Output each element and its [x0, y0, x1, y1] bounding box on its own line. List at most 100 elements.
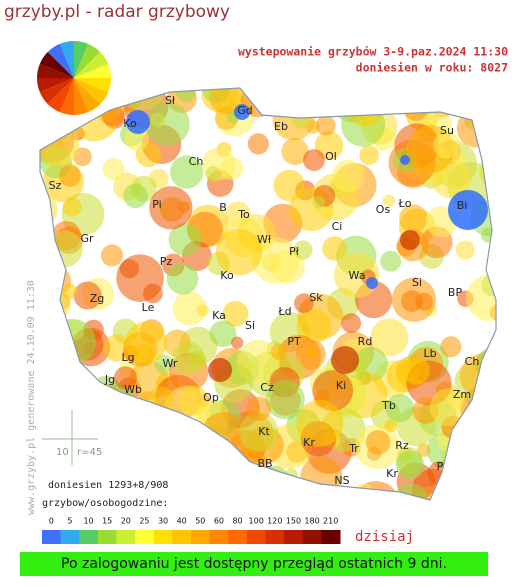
heat-blob [244, 476, 265, 498]
city-label: Rz [395, 439, 409, 452]
pie-slice [37, 78, 74, 93]
reports: doniesien 1293+8/908 [48, 480, 168, 491]
legend-tick: 180 [304, 517, 319, 526]
country-border [39, 87, 497, 501]
legend-swatch [172, 530, 192, 544]
legend-swatch [209, 530, 229, 544]
heat-blob [303, 149, 325, 171]
heat-blob [393, 483, 428, 500]
heat-blob [384, 419, 398, 433]
legend-tick: 30 [158, 517, 168, 526]
city-label: Op [203, 391, 219, 404]
legend-swatch [97, 530, 117, 544]
heat-blob [77, 462, 95, 480]
legend-swatch [135, 530, 155, 544]
heat-blob [105, 452, 134, 482]
heat-blob [401, 356, 430, 385]
city-label: Lg [121, 351, 134, 364]
heat-blob [40, 316, 63, 363]
legend-tick: 10 [83, 517, 93, 526]
city-label: Łd [277, 305, 291, 318]
pie-slice [74, 51, 109, 78]
city-label: Ki [336, 379, 346, 392]
city-label: PT [287, 335, 301, 348]
heat-blob [102, 157, 125, 180]
heat-blob [137, 412, 154, 429]
city-label: Pł [289, 245, 300, 258]
heat-blob [270, 343, 288, 360]
heat-blob [455, 438, 496, 486]
city-label: Zm [453, 388, 471, 401]
city-label: Wa [349, 269, 366, 282]
city-label: Si [412, 276, 422, 289]
heat-blob [366, 277, 378, 289]
generated-note: www.grzyby.pl generowane 24.10.09 11:30 [26, 280, 37, 515]
heat-blob [459, 432, 496, 477]
city-label: Ch [189, 155, 204, 168]
legend-tick: 25 [139, 517, 149, 526]
legend-swatch [228, 530, 248, 544]
city-label: Sł [165, 94, 176, 107]
heat-blob [40, 378, 64, 409]
heat-blob [103, 334, 131, 362]
heat-blob [395, 450, 425, 480]
city-label: Ka [212, 309, 226, 322]
heat-blob [222, 300, 249, 327]
city-label: Gr [80, 232, 94, 245]
footer-notice: Po zalogowaniu jest dostępny przegląd os… [61, 556, 447, 572]
heat-blob [399, 204, 428, 233]
heat-blob [246, 396, 272, 422]
heat-blob [40, 123, 80, 167]
city-label: Lb [423, 347, 436, 360]
legend-tick: 80 [232, 517, 242, 526]
heat-blob [399, 88, 445, 117]
unit: grzybow/osobogodzine: [42, 498, 168, 509]
heat-blob [154, 354, 174, 374]
heat-blob [331, 346, 359, 374]
legend-swatch [79, 530, 99, 544]
legend-swatch [60, 530, 80, 544]
heat-blob [176, 88, 196, 103]
city-label: B [219, 201, 227, 214]
page-title: grzyby.pl - radar grzybowy [4, 2, 230, 22]
legend-swatch [265, 530, 285, 544]
city-label: To [237, 208, 250, 221]
heat-blob [125, 321, 168, 364]
city-label: Kr [386, 467, 398, 480]
heat-blob [251, 495, 266, 500]
pie-slice [39, 78, 74, 105]
city-label: Ko [123, 117, 137, 130]
legend-tick: 210 [323, 517, 338, 526]
heat-blob [291, 109, 311, 129]
heat-blob [172, 342, 205, 375]
heat-blob [322, 236, 347, 261]
heat-blob [236, 484, 265, 500]
pie-slice [74, 43, 101, 78]
heat-blob [100, 244, 124, 267]
heat-blob [429, 388, 468, 427]
heat-blob [133, 410, 156, 433]
pie-slice [59, 78, 74, 115]
scale-label: 10 [56, 447, 69, 458]
heat-blob [196, 304, 210, 317]
heat-blob [123, 183, 148, 209]
city-label: Si [245, 319, 255, 332]
legend-swatch [302, 530, 322, 544]
city-label: P [437, 460, 444, 473]
heat-blob [170, 155, 204, 189]
city-label: Wr [163, 357, 178, 370]
heat-blob [420, 88, 453, 102]
footer-bar [20, 552, 488, 576]
pie-slice [74, 78, 101, 113]
heat-blob [172, 291, 207, 326]
heat-blob [246, 467, 291, 500]
heat-blob [448, 190, 488, 230]
heat-blob [143, 435, 161, 454]
heat-blob [129, 422, 156, 450]
heat-blob [312, 195, 325, 209]
city-label: Sk [309, 291, 323, 304]
heat-blob [391, 277, 437, 322]
heat-blob [45, 230, 83, 268]
heat-blob [450, 487, 485, 500]
heat-blob [456, 109, 495, 148]
